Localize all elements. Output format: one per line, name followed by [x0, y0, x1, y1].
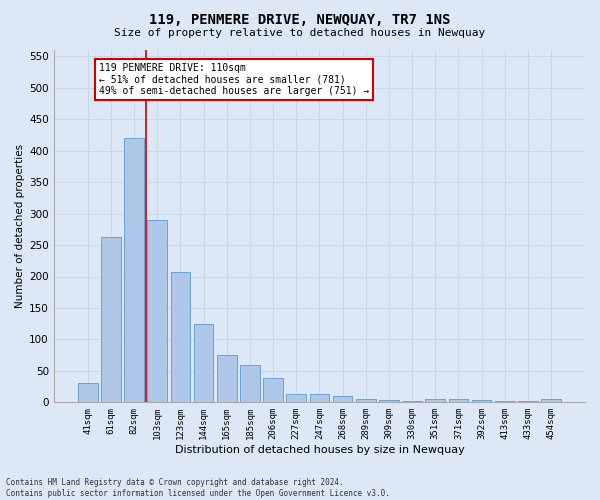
Text: 119 PENMERE DRIVE: 110sqm
← 51% of detached houses are smaller (781)
49% of semi: 119 PENMERE DRIVE: 110sqm ← 51% of detac… — [100, 62, 370, 96]
Bar — [170, 272, 190, 402]
Bar — [379, 400, 399, 402]
Bar — [124, 138, 144, 402]
Bar — [402, 401, 422, 402]
Bar — [333, 396, 352, 402]
Bar — [472, 400, 491, 402]
Bar — [148, 220, 167, 402]
Text: Contains HM Land Registry data © Crown copyright and database right 2024.
Contai: Contains HM Land Registry data © Crown c… — [6, 478, 390, 498]
Bar — [495, 401, 515, 402]
X-axis label: Distribution of detached houses by size in Newquay: Distribution of detached houses by size … — [175, 445, 464, 455]
Bar — [217, 354, 236, 403]
Y-axis label: Number of detached properties: Number of detached properties — [15, 144, 25, 308]
Bar — [356, 398, 376, 402]
Bar — [78, 384, 98, 402]
Bar — [194, 324, 214, 402]
Bar — [541, 399, 561, 402]
Text: 119, PENMERE DRIVE, NEWQUAY, TR7 1NS: 119, PENMERE DRIVE, NEWQUAY, TR7 1NS — [149, 12, 451, 26]
Text: Size of property relative to detached houses in Newquay: Size of property relative to detached ho… — [115, 28, 485, 38]
Bar — [518, 401, 538, 402]
Bar — [310, 394, 329, 402]
Bar — [263, 378, 283, 402]
Bar — [425, 398, 445, 402]
Bar — [449, 398, 468, 402]
Bar — [286, 394, 306, 402]
Bar — [240, 365, 260, 403]
Bar — [101, 237, 121, 402]
